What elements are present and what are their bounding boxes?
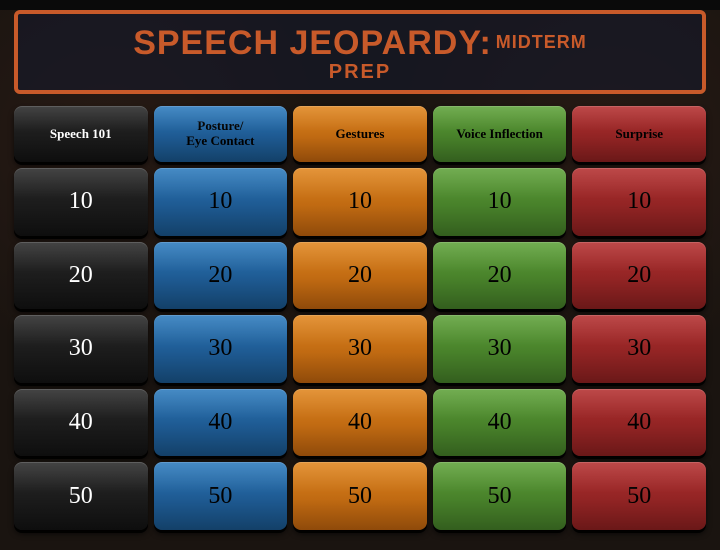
category-header-0: Speech 101: [14, 106, 148, 162]
value-cell-4-50[interactable]: 50: [572, 462, 706, 530]
value-cell-0-40[interactable]: 40: [14, 389, 148, 457]
value-cell-1-20[interactable]: 20: [154, 242, 288, 310]
value-cell-2-10[interactable]: 10: [293, 168, 427, 236]
category-header-3: Voice Inflection: [433, 106, 567, 162]
value-cell-1-30[interactable]: 30: [154, 315, 288, 383]
value-cell-3-30[interactable]: 30: [433, 315, 567, 383]
jeopardy-board: Speech 101Posture/ Eye ContactGesturesVo…: [0, 102, 720, 540]
value-cell-0-50[interactable]: 50: [14, 462, 148, 530]
title-subtitle: MIDTERM: [496, 32, 587, 52]
value-cell-3-40[interactable]: 40: [433, 389, 567, 457]
value-cell-4-10[interactable]: 10: [572, 168, 706, 236]
value-cell-4-20[interactable]: 20: [572, 242, 706, 310]
value-cell-1-50[interactable]: 50: [154, 462, 288, 530]
title-box: SPEECH JEOPARDY: MIDTERM PREP: [14, 10, 706, 94]
title-line2: PREP: [26, 61, 694, 84]
value-cell-3-50[interactable]: 50: [433, 462, 567, 530]
value-cell-3-10[interactable]: 10: [433, 168, 567, 236]
category-header-1: Posture/ Eye Contact: [154, 106, 288, 162]
value-cell-0-10[interactable]: 10: [14, 168, 148, 236]
value-cell-4-30[interactable]: 30: [572, 315, 706, 383]
value-cell-2-50[interactable]: 50: [293, 462, 427, 530]
value-cell-3-20[interactable]: 20: [433, 242, 567, 310]
value-cell-0-30[interactable]: 30: [14, 315, 148, 383]
category-header-2: Gestures: [293, 106, 427, 162]
value-cell-1-40[interactable]: 40: [154, 389, 288, 457]
value-cell-4-40[interactable]: 40: [572, 389, 706, 457]
value-cell-2-20[interactable]: 20: [293, 242, 427, 310]
value-cell-2-30[interactable]: 30: [293, 315, 427, 383]
title-main: SPEECH JEOPARDY:: [133, 24, 492, 62]
value-cell-2-40[interactable]: 40: [293, 389, 427, 457]
value-cell-0-20[interactable]: 20: [14, 242, 148, 310]
value-cell-1-10[interactable]: 10: [154, 168, 288, 236]
category-header-4: Surprise: [572, 106, 706, 162]
